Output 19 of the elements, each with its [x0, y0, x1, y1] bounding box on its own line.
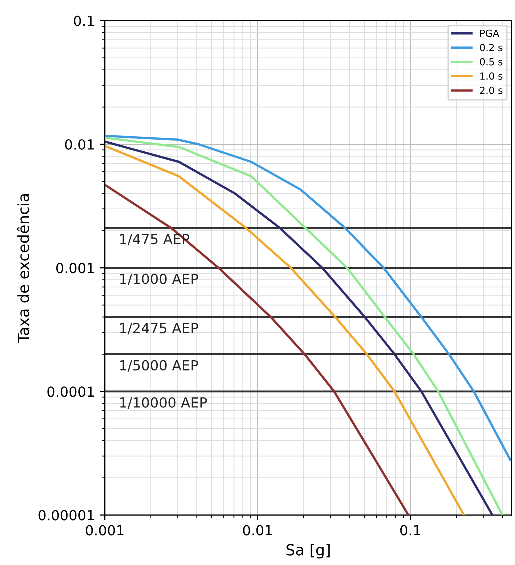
- x-tick-label: 0.001: [86, 525, 124, 536]
- y-tick-label: 0.001: [56, 263, 94, 274]
- y-tick-label: 0.0001: [48, 386, 94, 398]
- x-tick-label: 0.1: [400, 525, 420, 536]
- legend-label: 2.0 s: [480, 86, 503, 94]
- legend-label: 0.2 s: [480, 44, 503, 52]
- x-tick-label: 0.01: [243, 525, 272, 536]
- x-axis-title: Sa [g]: [286, 544, 330, 559]
- ref-line-label: 1/10000 AEP: [120, 397, 208, 410]
- y-tick-label: 0.00001: [38, 510, 94, 521]
- ref-line-label: 1/1000 AEP: [120, 274, 198, 286]
- ref-line-label: 1/2475 AEP: [120, 323, 198, 335]
- legend-label: 0.5 s: [480, 58, 503, 66]
- y-tick-label: 0.1: [74, 16, 94, 26]
- legend-label: PGA: [480, 30, 500, 38]
- ref-line-label: 1/5000 AEP: [120, 360, 198, 372]
- y-tick-label: 0.01: [65, 139, 94, 150]
- legend-label: 1.0 s: [480, 72, 503, 80]
- y-axis-title: Taxa de excedência: [16, 194, 30, 344]
